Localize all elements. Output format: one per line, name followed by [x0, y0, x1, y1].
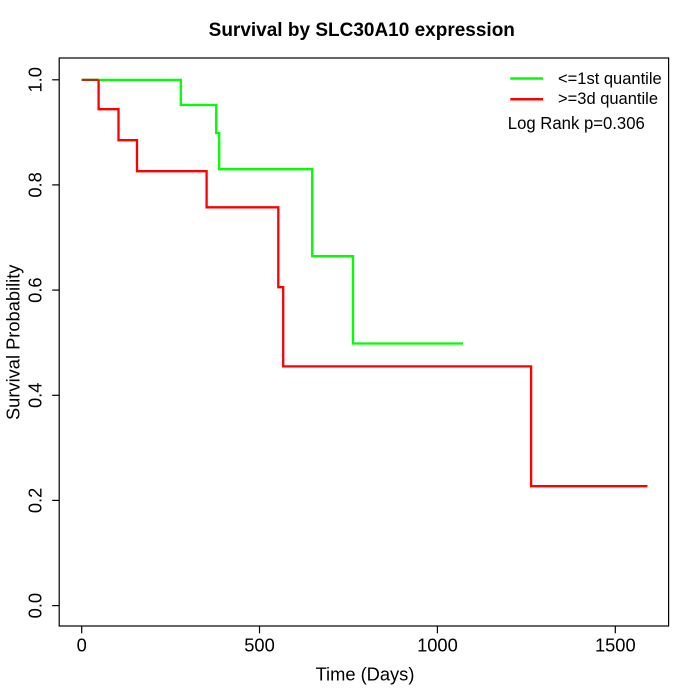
svg-text:0: 0 [77, 635, 87, 656]
svg-text:500: 500 [244, 635, 275, 656]
svg-text:<=1st quantile: <=1st quantile [558, 70, 662, 88]
svg-text:1000: 1000 [417, 635, 458, 656]
svg-text:0.8: 0.8 [25, 172, 46, 197]
svg-text:0.6: 0.6 [25, 277, 46, 302]
svg-text:Survival Probability: Survival Probability [3, 264, 24, 420]
svg-text:1.0: 1.0 [25, 67, 46, 92]
svg-text:0.0: 0.0 [25, 593, 46, 618]
svg-text:1500: 1500 [595, 635, 636, 656]
svg-text:0.4: 0.4 [25, 383, 46, 408]
svg-text:0.2: 0.2 [25, 488, 46, 513]
svg-text:Time (Days): Time (Days) [316, 663, 415, 684]
svg-text:Log Rank p=0.306: Log Rank p=0.306 [508, 113, 645, 133]
svg-text:>=3d quantile: >=3d quantile [558, 90, 658, 108]
svg-text:Survival by SLC30A10 expressio: Survival by SLC30A10 expression [209, 20, 515, 41]
